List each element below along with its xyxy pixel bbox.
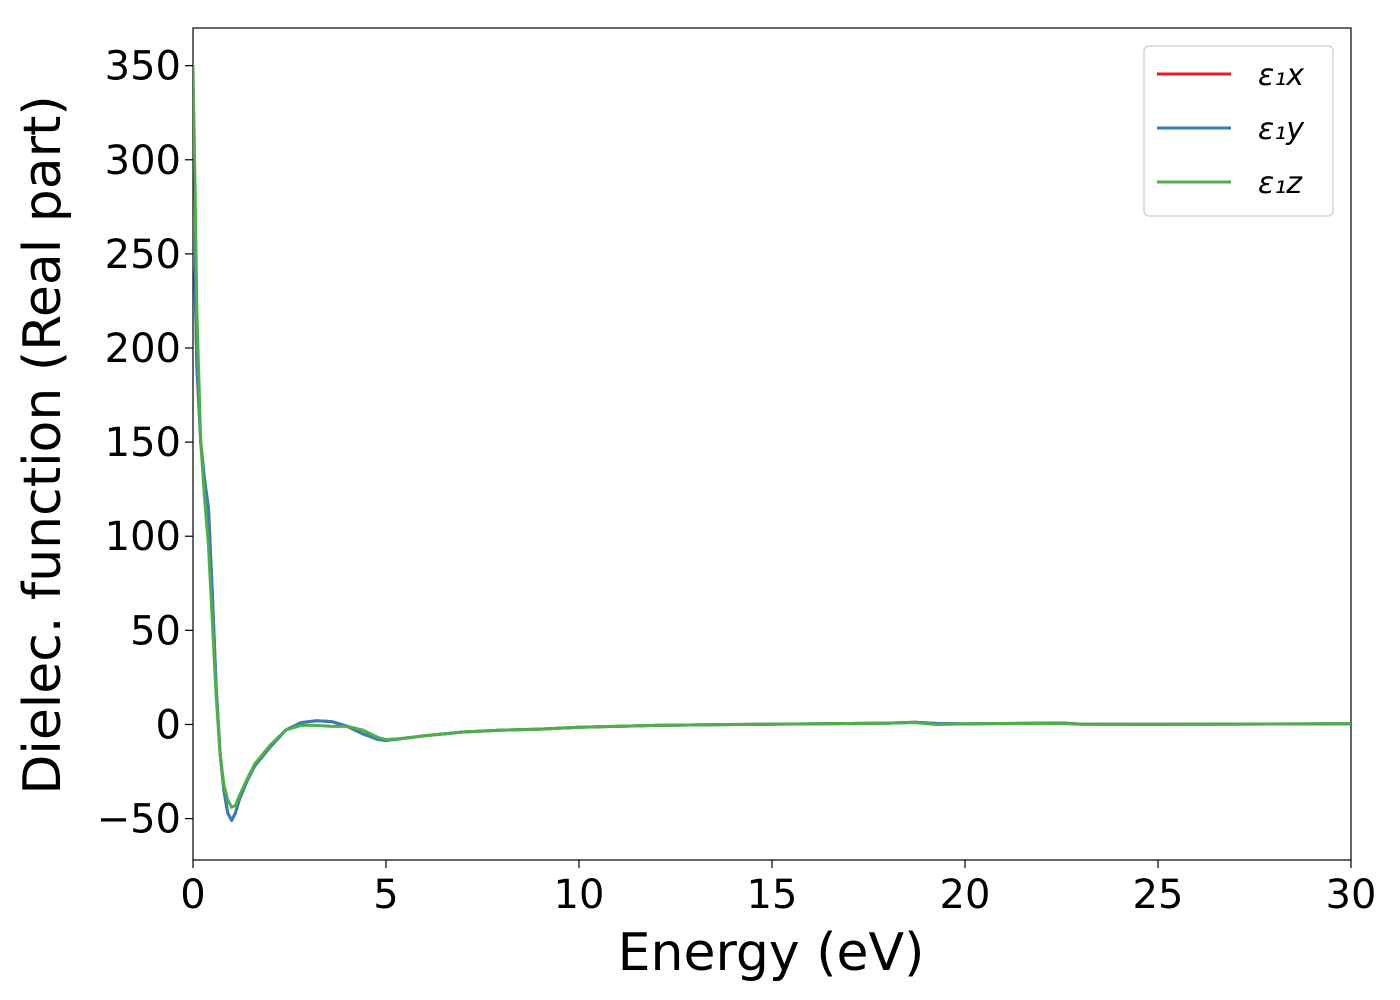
x-axis-label: Energy (eV) (618, 923, 925, 983)
y-tick-label: 250 (105, 232, 181, 278)
legend: ε₁x ε₁y ε₁z (1143, 45, 1334, 217)
series-line-2 (193, 65, 1351, 809)
y-axis-label: Dielec. function (Real part) (13, 95, 73, 794)
y-tick-label: 350 (105, 44, 181, 90)
y-tick-label: 150 (105, 420, 181, 466)
x-tick-label: 20 (940, 872, 991, 918)
y-tick-label: 100 (105, 514, 181, 560)
legend-label: ε₁x (1258, 58, 1304, 93)
legend-label: ε₁y (1258, 112, 1305, 147)
x-tick-label: 25 (1133, 872, 1184, 918)
x-tick-label: 0 (180, 872, 205, 918)
x-tick-label: 30 (1326, 872, 1377, 918)
x-tick-label: 10 (554, 872, 605, 918)
y-tick-label: 200 (105, 326, 181, 372)
series-layer (193, 65, 1351, 822)
y-tick-label: −50 (97, 797, 181, 843)
y-tick-label: 300 (105, 138, 181, 184)
x-tick-label: 15 (747, 872, 798, 918)
x-tick-label: 5 (373, 872, 398, 918)
legend-label: ε₁z (1258, 166, 1303, 201)
y-tick-label: 50 (130, 608, 181, 654)
legend-box (1143, 45, 1334, 217)
y-tick-label: 0 (156, 702, 181, 748)
ticks-layer: 0 5 10 15 20 25 30 −50 0 50 100 150 200 250 300 350 (97, 44, 1377, 918)
